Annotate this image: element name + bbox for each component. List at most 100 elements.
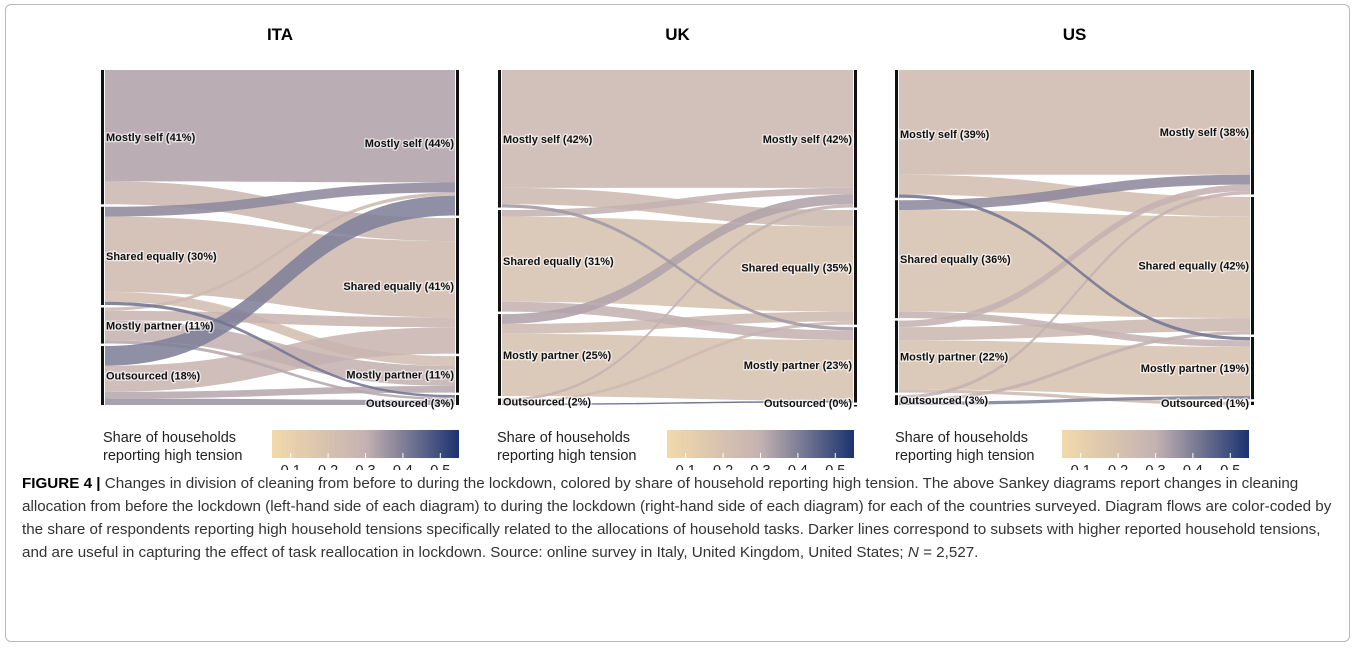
node-label: Outsourced (18%) (106, 371, 200, 383)
node-label: Mostly partner (11%) (346, 369, 454, 381)
chart-title: ITA (267, 25, 293, 44)
flow-band (502, 321, 853, 404)
flow-band (105, 195, 455, 366)
node-label-halo: Outsourced (1%) (1161, 398, 1249, 410)
figure-frame (5, 4, 1350, 642)
node-label-halo: Shared equally (31%) (503, 256, 614, 268)
node-label: Shared equally (31%) (503, 256, 614, 268)
node-label-halo: Outsourced (2%) (503, 397, 591, 409)
flow-band (105, 182, 455, 217)
flow-band (899, 311, 1250, 347)
flow-band (899, 191, 1250, 399)
colorbar-tick-label: 0.3 (355, 463, 375, 470)
node-label: Mostly self (38%) (1160, 127, 1250, 139)
left-node-bar (498, 210, 501, 312)
node-label-halo: Outsourced (3%) (900, 395, 988, 407)
node-label-halo: Mostly partner (19%) (1141, 363, 1250, 375)
node-label-halo: Mostly self (38%) (1160, 127, 1250, 139)
node-label-halo: Shared equally (35%) (741, 262, 852, 274)
left-node-bar (895, 200, 898, 319)
right-node-bar (456, 356, 459, 393)
flow-band (502, 216, 853, 312)
node-label: Mostly partner (25%) (503, 350, 612, 362)
node-label-halo: Shared equally (36%) (900, 254, 1011, 266)
colorbar-tick-label: 0.4 (1183, 463, 1203, 470)
flow-band (105, 216, 455, 318)
flow-band (105, 291, 455, 367)
figure-caption: FIGURE 4 | Changes in division of cleani… (22, 472, 1340, 564)
node-label: Mostly partner (22%) (900, 352, 1009, 364)
colorbar-tick-label: 0.5 (430, 463, 450, 470)
flow-band (899, 210, 1250, 319)
node-label: Outsourced (0%) (764, 398, 852, 410)
node-label: Shared equally (36%) (900, 254, 1011, 266)
node-label-halo: Mostly self (44%) (365, 138, 455, 150)
node-label: Outsourced (2%) (503, 397, 591, 409)
right-node-bar (1251, 70, 1254, 195)
node-label: Outsourced (1%) (1161, 398, 1249, 410)
colorbar-tick-label: 0.2 (318, 463, 338, 470)
node-label-halo: Outsourced (3%) (366, 398, 454, 410)
flow-band (502, 187, 853, 217)
node-label-halo: Outsourced (0%) (764, 398, 852, 410)
flow-band (105, 398, 455, 405)
node-label: Shared equally (30%) (106, 251, 217, 263)
colorbar-tick-label: 0.5 (1220, 463, 1240, 470)
chart-title: US (1063, 25, 1087, 44)
node-label: Shared equally (41%) (343, 281, 454, 293)
node-label-halo: Mostly self (42%) (763, 134, 853, 146)
colorbar-tick-label: 0.1 (1071, 463, 1091, 470)
colorbar-label-line1: Share of households (895, 430, 1028, 446)
flow-band (105, 70, 455, 183)
right-node-bar (854, 405, 857, 407)
colorbar-label-line1: Share of households (103, 430, 236, 446)
node-label: Mostly self (44%) (365, 138, 455, 150)
right-node-bar (456, 395, 459, 405)
flow-band (899, 331, 1250, 402)
right-node-bar (456, 218, 459, 354)
right-node-bar (1251, 401, 1254, 405)
node-label-halo: Mostly partner (11%) (106, 321, 214, 333)
node-label: Outsourced (3%) (366, 398, 454, 410)
colorbar-tick-label: 0.2 (713, 463, 733, 470)
left-node-bar (895, 320, 898, 393)
left-node-bar (101, 206, 104, 306)
node-label-halo: Mostly partner (25%) (503, 350, 612, 362)
flow-band (899, 194, 1250, 341)
node-label-halo: Mostly self (42%) (503, 134, 593, 146)
colorbar-label-line2: reporting high tension (497, 448, 636, 464)
colorbar-tick-label: 0.1 (281, 463, 301, 470)
node-label-halo: Shared equally (41%) (343, 281, 454, 293)
caption-n-var: N (907, 544, 919, 561)
sankey-uk: UK Mostly self (42%) Mostly self (42%) Shar… (497, 25, 857, 470)
flow-band (105, 301, 455, 398)
node-label-halo: Mostly partner (22%) (900, 352, 1009, 364)
flow-band (502, 204, 853, 402)
node-label: Mostly self (41%) (106, 132, 196, 144)
node-label-halo: Mostly partner (23%) (744, 360, 853, 372)
flow-band (899, 395, 1250, 405)
node-label: Mostly partner (11%) (106, 321, 214, 333)
node-label-halo: Shared equally (42%) (1138, 261, 1249, 273)
right-node-bar (1251, 196, 1254, 335)
left-node-bar (498, 398, 501, 405)
node-label: Outsourced (3%) (900, 395, 988, 407)
node-label: Mostly self (39%) (900, 129, 990, 141)
flow-band (899, 184, 1250, 328)
colorbar-label-line2: reporting high tension (103, 448, 242, 464)
node-label-halo: Mostly self (39%) (900, 129, 990, 141)
colorbar-tick-label: 0.4 (393, 463, 413, 470)
right-node-bar (456, 70, 459, 216)
colorbar-tick-label: 0.1 (676, 463, 696, 470)
flow-band (502, 400, 853, 405)
colorbar-label-line1: Share of households (497, 430, 630, 446)
flow-band (105, 385, 455, 399)
flow-band (899, 174, 1250, 211)
colorbar-tick-label: 0.5 (825, 463, 845, 470)
colorbar-tick-label: 0.4 (788, 463, 808, 470)
left-node-bar (895, 395, 898, 405)
node-label-halo: Mostly self (41%) (106, 132, 196, 144)
